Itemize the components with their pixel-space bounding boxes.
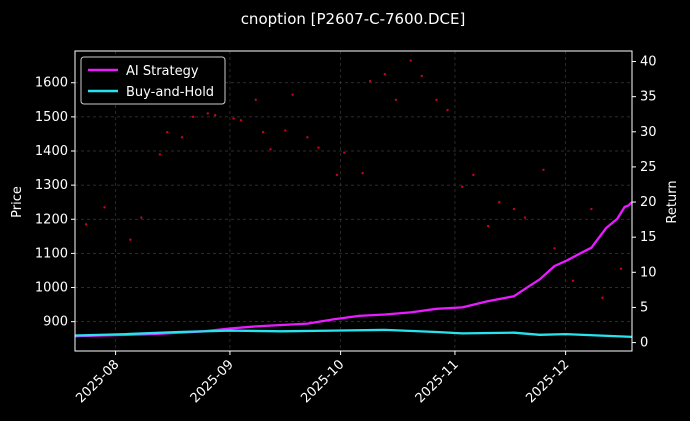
y-tick-label: 1000: [35, 281, 68, 296]
y-tick-label: 1200: [35, 212, 68, 227]
y-axis-label-return: Return: [665, 180, 680, 223]
buy-and-hold-line: [74, 328, 633, 339]
y-tick-label: 1600: [35, 76, 68, 91]
price-point: [523, 216, 527, 219]
price-point: [254, 98, 257, 102]
price-point: [486, 224, 490, 228]
price-point: [420, 74, 423, 78]
price-point: [166, 131, 169, 134]
price-point: [601, 296, 604, 299]
legend-label-buy-and-hold: Buy-and-Hold: [126, 85, 214, 100]
price-point: [409, 59, 412, 62]
y-tick-label: 900: [43, 315, 68, 330]
chart-title: cnoption [P2607-C-7600.DCE]: [241, 10, 466, 28]
price-point: [343, 151, 346, 154]
price-point: [261, 131, 265, 134]
y2-tick-label: 10: [640, 265, 657, 280]
y2-tick-label: 5: [640, 300, 648, 315]
price-point: [180, 136, 184, 139]
series-lines: [74, 201, 633, 339]
price-point: [103, 206, 106, 209]
price-point: [383, 73, 387, 76]
y-tick-label: 1100: [35, 246, 68, 261]
price-point: [498, 200, 501, 204]
y2-tick-label: 0: [640, 336, 648, 351]
price-point: [472, 173, 475, 177]
price-point: [446, 108, 449, 112]
price-point: [284, 129, 287, 132]
price-point: [84, 223, 88, 226]
y2-tick-label: 15: [640, 230, 657, 245]
price-point: [435, 98, 438, 102]
price-point: [129, 238, 132, 241]
price-point: [619, 267, 623, 270]
price-scatter: [84, 59, 623, 299]
price-point: [206, 112, 209, 115]
price-point: [291, 93, 294, 96]
price-point: [512, 207, 516, 211]
price-point: [317, 146, 320, 149]
price-point: [571, 279, 575, 282]
price-point: [542, 168, 545, 171]
y-tick-label: 1500: [35, 110, 68, 125]
y2-tick-label: 30: [640, 125, 657, 140]
price-point: [269, 148, 272, 151]
y2-tick-label: 20: [640, 195, 657, 210]
price-point: [306, 136, 309, 139]
price-point: [553, 247, 556, 250]
y2-tick-label: 35: [640, 90, 657, 105]
legend-label-ai-strategy: AI Strategy: [126, 64, 199, 79]
y-tick-label: 1400: [35, 144, 68, 159]
legend: AI Strategy Buy-and-Hold: [80, 56, 226, 105]
y2-tick-label: 25: [640, 160, 657, 175]
y-tick-label: 1300: [35, 178, 68, 193]
price-point: [335, 173, 339, 177]
price-point: [461, 185, 464, 189]
price-point: [368, 79, 372, 83]
price-point: [213, 113, 217, 117]
price-point: [361, 171, 364, 175]
price-point: [232, 117, 235, 120]
price-point: [239, 119, 243, 122]
price-point: [191, 115, 195, 119]
plot-area-frame: [74, 50, 633, 352]
price-point: [158, 153, 162, 156]
price-point: [590, 207, 593, 211]
price-point: [140, 216, 143, 219]
y-axis-label-price: Price: [10, 186, 25, 218]
y2-tick-label: 40: [640, 55, 657, 70]
price-point: [394, 98, 398, 102]
